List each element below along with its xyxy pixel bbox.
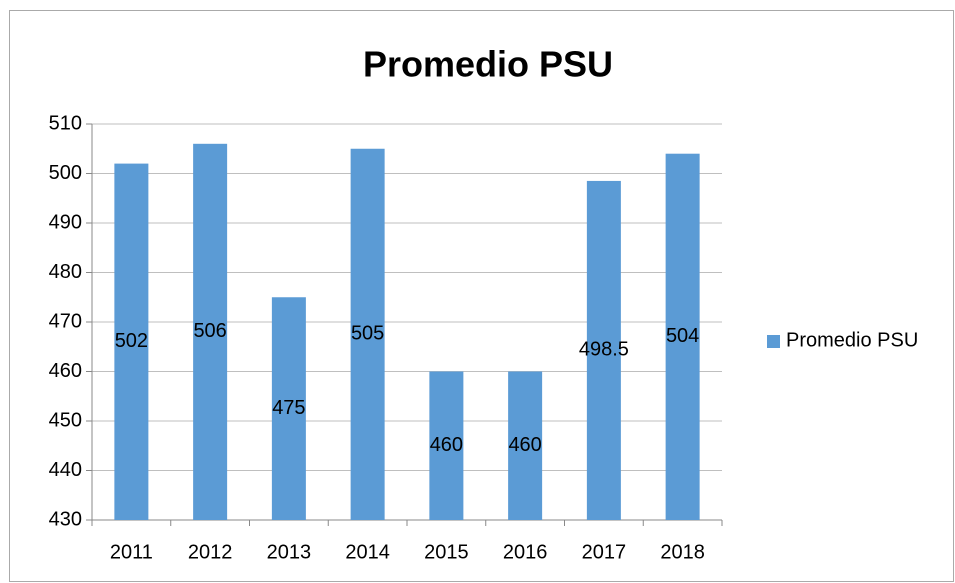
bar bbox=[114, 163, 149, 520]
y-tick-label: 460 bbox=[49, 360, 82, 382]
x-tick-label: 2013 bbox=[267, 541, 312, 563]
bar bbox=[271, 297, 306, 520]
data-label: 475 bbox=[272, 397, 305, 419]
data-label: 498.5 bbox=[579, 339, 629, 361]
x-tick-label: 2014 bbox=[345, 541, 390, 563]
y-tick-label: 440 bbox=[49, 459, 82, 481]
bar bbox=[665, 153, 700, 520]
data-label: 460 bbox=[430, 434, 463, 456]
data-label: 506 bbox=[193, 320, 226, 342]
x-tick-label: 2015 bbox=[424, 541, 469, 563]
y-tick-label: 480 bbox=[49, 261, 82, 283]
x-tick-label: 2018 bbox=[660, 541, 705, 563]
bar bbox=[350, 148, 385, 520]
x-tick-label: 2012 bbox=[188, 541, 233, 563]
chart-title: Promedio PSU bbox=[363, 44, 613, 85]
data-label: 502 bbox=[115, 330, 148, 352]
legend-label: Promedio PSU bbox=[786, 329, 918, 351]
x-tick-label: 2016 bbox=[503, 541, 548, 563]
y-tick-label: 500 bbox=[49, 162, 82, 184]
bar bbox=[508, 371, 543, 520]
y-tick-label: 450 bbox=[49, 409, 82, 431]
data-label: 460 bbox=[508, 434, 541, 456]
y-tick-label: 430 bbox=[49, 508, 82, 530]
chart-border bbox=[9, 10, 954, 582]
bar bbox=[429, 371, 464, 520]
data-label: 504 bbox=[666, 325, 699, 347]
x-tick-label: 2017 bbox=[582, 541, 627, 563]
data-label: 505 bbox=[351, 323, 384, 345]
legend-swatch bbox=[767, 335, 780, 348]
y-tick-label: 490 bbox=[49, 211, 82, 233]
y-tick-label: 470 bbox=[49, 310, 82, 332]
bar bbox=[193, 143, 228, 521]
x-tick-label: 2011 bbox=[110, 541, 153, 563]
bar bbox=[586, 180, 621, 521]
y-tick-label: 510 bbox=[49, 112, 82, 134]
